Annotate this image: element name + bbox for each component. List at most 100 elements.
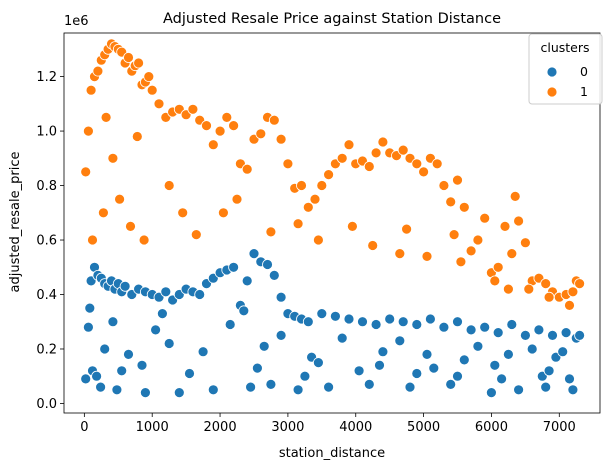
data-point-cluster-1 (275, 133, 287, 145)
y-tick-label: 0.0 (36, 397, 57, 412)
data-point-cluster-1 (302, 201, 314, 213)
data-point-cluster-0 (357, 316, 368, 328)
y-axis-offset-label: 1e6 (64, 14, 89, 29)
x-tick-label: 2000 (204, 420, 237, 435)
x-tick-label: 6000 (475, 420, 508, 435)
data-point-cluster-0 (163, 338, 175, 349)
data-point-cluster-0 (465, 324, 477, 336)
data-point-cluster-1 (131, 131, 143, 142)
data-point-cluster-0 (160, 286, 172, 298)
y-tick-label: 0.6 (36, 234, 57, 249)
data-point-cluster-1 (502, 283, 514, 295)
data-point-cluster-0 (251, 362, 263, 374)
data-point-cluster-1 (499, 220, 511, 232)
data-point-cluster-0 (84, 302, 96, 314)
data-point-cluster-1 (163, 180, 175, 191)
data-point-cluster-1 (100, 112, 112, 123)
data-point-cluster-0 (262, 259, 273, 270)
data-point-cluster-0 (533, 324, 545, 336)
data-point-cluster-0 (268, 269, 280, 281)
data-point-cluster-1 (523, 283, 535, 295)
legend-marker-0 (546, 66, 558, 78)
data-point-cluster-1 (492, 261, 504, 273)
data-point-cluster-1 (107, 152, 119, 164)
y-axis: 0.0 0.2 0.4 0.6 0.8 1.0 1.2 (36, 70, 64, 412)
data-point-cluster-0 (173, 387, 185, 399)
data-point-cluster-1 (123, 52, 134, 63)
data-point-cluster-0 (452, 316, 463, 328)
data-point-cluster-1 (367, 240, 379, 251)
data-point-cluster-1 (397, 144, 409, 156)
data-point-cluster-0 (424, 313, 436, 325)
data-point-cluster-1 (296, 180, 307, 191)
data-point-cluster-1 (411, 158, 423, 170)
data-point-cluster-0 (184, 368, 195, 379)
data-point-cluster-0 (445, 378, 457, 390)
data-point-cluster-1 (221, 112, 233, 123)
data-point-cluster-1 (564, 299, 575, 311)
data-point-cluster-0 (411, 368, 423, 379)
data-point-cluster-1 (448, 229, 460, 241)
data-point-cluster-1 (80, 166, 92, 178)
data-point-cluster-1 (265, 226, 277, 238)
legend-label-0: 0 (580, 64, 588, 79)
data-point-cluster-0 (245, 381, 257, 393)
data-point-cluster-0 (238, 305, 250, 317)
data-point-cluster-0 (479, 321, 491, 333)
data-point-cluster-0 (136, 359, 148, 371)
chart-title: Adjusted Resale Price against Station Di… (163, 11, 501, 27)
data-point-cluster-0 (564, 373, 575, 385)
data-point-cluster-1 (574, 278, 585, 290)
data-point-cluster-1 (98, 207, 109, 219)
data-point-cluster-0 (139, 387, 151, 399)
data-point-cluster-0 (404, 381, 416, 393)
data-point-cluster-0 (363, 378, 375, 390)
data-point-cluster-0 (111, 384, 123, 396)
data-point-cluster-0 (502, 348, 514, 360)
data-point-cluster-1 (567, 286, 579, 298)
data-point-cluster-0 (194, 289, 206, 300)
data-point-cluster-0 (370, 319, 382, 330)
data-point-cluster-1 (228, 120, 240, 131)
data-point-cluster-0 (526, 343, 538, 355)
data-point-cluster-0 (207, 384, 219, 396)
data-point-cluster-0 (299, 370, 311, 382)
data-point-cluster-1 (255, 128, 267, 140)
data-point-cluster-1 (316, 180, 328, 191)
legend-marker-1 (546, 86, 558, 98)
data-point-cluster-0 (458, 354, 470, 366)
data-point-cluster-1 (455, 256, 467, 268)
data-point-cluster-1 (309, 193, 321, 205)
data-point-cluster-0 (224, 319, 236, 330)
data-point-cluster-0 (492, 327, 504, 339)
data-point-cluster-1 (241, 163, 253, 175)
data-point-cluster-1 (214, 125, 226, 137)
data-point-cluster-0 (547, 329, 558, 341)
x-tick-label: 3000 (271, 420, 304, 435)
data-point-cluster-0 (228, 261, 240, 273)
data-point-cluster-1 (543, 291, 555, 303)
data-point-cluster-0 (397, 316, 409, 328)
data-point-cluster-1 (438, 180, 450, 191)
data-point-cluster-1 (370, 147, 382, 159)
data-point-cluster-0 (574, 329, 585, 341)
x-tick-label: 4000 (339, 420, 372, 435)
data-point-cluster-1 (363, 161, 375, 172)
data-point-cluster-1 (452, 174, 463, 186)
data-point-cluster-1 (506, 248, 518, 260)
data-point-cluster-1 (489, 275, 501, 287)
data-point-cluster-0 (485, 387, 497, 399)
data-point-cluster-1 (87, 234, 98, 246)
data-point-cluster-1 (346, 220, 358, 232)
data-point-cluster-1 (92, 65, 104, 77)
data-point-cluster-0 (241, 275, 253, 287)
data-point-cluster-0 (265, 378, 277, 390)
data-point-cluster-1 (479, 212, 491, 224)
data-point-cluster-0 (560, 327, 572, 339)
legend: clusters 0 1 (528, 33, 603, 105)
data-point-cluster-1 (146, 84, 158, 96)
data-point-cluster-0 (489, 359, 501, 371)
data-point-cluster-1 (125, 220, 136, 232)
data-point-cluster-1 (133, 57, 145, 69)
data-point-cluster-0 (506, 319, 518, 330)
